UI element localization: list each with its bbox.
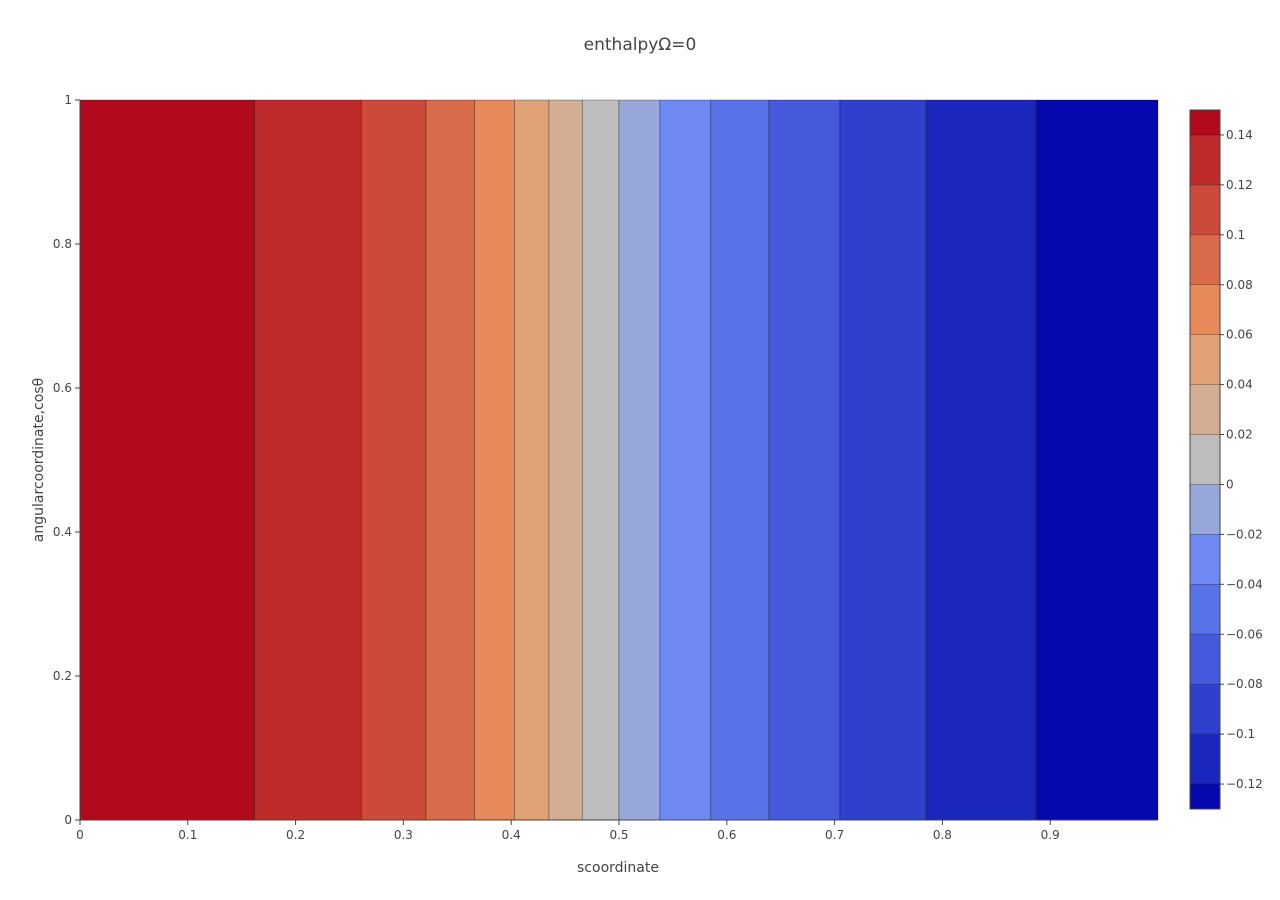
colorbar-level-14 [1189,783,1221,810]
x-axis-label: scoordinate [577,860,659,876]
colorbar-level-2 [1189,184,1221,236]
x-tick-label: 0.1 [178,828,197,842]
contour-band-8 [618,99,661,821]
contour-band-2 [360,99,427,821]
colorbar-level-12 [1189,683,1221,735]
colorbar-tick-label: 0 [1226,477,1234,491]
y-axis: 0 0.2 0.4 0.6 0.8 1 [53,93,81,827]
y-tick-label: 1 [64,93,72,107]
x-tick-label: 0.2 [286,828,305,842]
colorbar-level-5 [1189,334,1221,385]
x-axis: 0 0.1 0.2 0.3 0.4 0.5 0.6 0.7 0.8 0.9 [76,819,1158,842]
contour-band-10 [710,99,770,821]
contour-bands [79,99,1159,821]
contour-band-14 [1035,99,1159,821]
contour-band-9 [659,99,712,821]
colorbar-level-0 [1189,109,1221,136]
colorbar-level-6 [1189,384,1221,435]
colorbar-tick-label: 0.12 [1226,178,1253,192]
contour-band-4 [474,99,515,821]
colorbar-outline [1189,109,1221,810]
chart-title: enthalpyΩ=0 [584,35,697,55]
contour-band-7 [581,99,620,821]
y-tick-label: 0.8 [53,237,72,251]
colorbar-level-11 [1189,633,1221,685]
y-tick-label: 0.2 [53,669,72,683]
x-tick-label: 0.7 [825,828,844,842]
colorbar-tick-label: 0.04 [1226,378,1253,392]
y-tick-label: 0.6 [53,381,72,395]
colorbar-level-1 [1189,134,1221,186]
colorbar-tick-label: −0.06 [1226,627,1263,641]
contour-band-0 [79,99,256,821]
x-tick-label: 0.3 [394,828,413,842]
x-tick-label: 0 [76,828,84,842]
colorbar-level-9 [1189,534,1221,585]
y-axis-label: angularcoordinate,cosθ [31,378,47,542]
colorbar-tick-label: −0.08 [1226,677,1263,691]
contour-band-13 [925,99,1037,821]
colorbar-tick-label: −0.02 [1226,527,1263,541]
colorbar-tick-label: −0.04 [1226,577,1263,591]
colorbar-level-8 [1189,484,1221,535]
x-tick-label: 0.4 [502,828,521,842]
colorbar-tick-label: 0.02 [1226,428,1253,442]
colorbar-level-10 [1189,584,1221,635]
colorbar-tick-label: 0.08 [1226,278,1253,292]
colorbar-tick-label: 0.14 [1226,128,1253,142]
contour-band-6 [548,99,583,821]
y-tick-label: 0 [64,813,72,827]
contour-band-11 [768,99,841,821]
x-tick-label: 0.9 [1041,828,1060,842]
colorbar: 0.14 0.12 0.1 0.08 0.06 0.04 0.02 0 −0.02 −0.04 −0… [1189,109,1263,810]
contour-band-12 [839,99,927,821]
colorbar-tick-label: 0.06 [1226,328,1253,342]
colorbar-level-3 [1189,234,1221,286]
x-tick-label: 0.5 [609,828,628,842]
colorbar-tick-label: −0.12 [1226,777,1263,791]
contour-band-3 [425,99,475,821]
contour-band-5 [514,99,550,821]
colorbar-level-13 [1189,733,1221,785]
contour-band-1 [254,99,362,821]
colorbar-tick-label: −0.1 [1226,727,1255,741]
colorbar-tick-label: 0.1 [1226,228,1245,242]
x-tick-label: 0.6 [717,828,736,842]
colorbar-level-4 [1189,284,1221,335]
y-tick-label: 0.4 [53,525,72,539]
colorbar-level-7 [1189,434,1221,485]
x-tick-label: 0.8 [933,828,952,842]
